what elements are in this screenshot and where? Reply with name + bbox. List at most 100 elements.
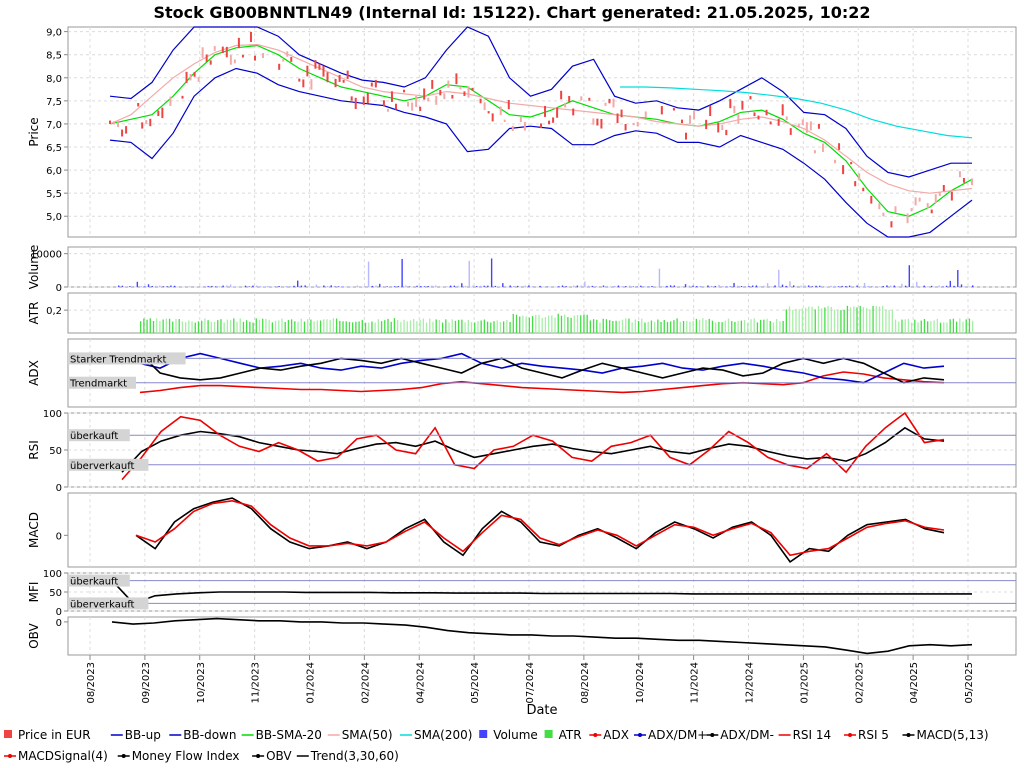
price-candle bbox=[926, 203, 929, 209]
atr-bar bbox=[419, 319, 421, 333]
atr-bar bbox=[808, 306, 810, 333]
atr-bar bbox=[143, 318, 145, 333]
volume-bar bbox=[792, 285, 795, 287]
atr-bar bbox=[152, 320, 155, 333]
price-candle bbox=[672, 108, 675, 111]
volume-bar bbox=[722, 286, 724, 287]
price-candle bbox=[149, 118, 152, 127]
atr-bar bbox=[853, 306, 855, 333]
atr-bar bbox=[525, 316, 527, 333]
volume-bar bbox=[837, 286, 840, 287]
volume-bar bbox=[949, 280, 952, 287]
volume-bar bbox=[785, 285, 787, 287]
price-candle bbox=[487, 111, 490, 114]
price-candle bbox=[394, 103, 397, 110]
atr-bar bbox=[242, 321, 245, 333]
price-candle bbox=[435, 96, 438, 105]
price-y-tick-label: 6,0 bbox=[46, 166, 62, 177]
price-candle bbox=[733, 105, 736, 114]
price-candle bbox=[608, 98, 611, 104]
price-candle bbox=[419, 106, 422, 111]
atr-bar bbox=[734, 321, 736, 333]
atr-bar bbox=[499, 321, 502, 333]
price-candle bbox=[801, 119, 804, 125]
price-candle bbox=[342, 79, 345, 83]
volume-bar bbox=[778, 269, 780, 287]
mfi-ref-label-bg bbox=[68, 574, 130, 587]
volume-bar bbox=[129, 286, 131, 287]
atr-bar bbox=[875, 306, 877, 333]
price-candle bbox=[511, 125, 514, 131]
atr-bar bbox=[522, 315, 524, 333]
price-candle bbox=[407, 102, 410, 107]
price-candle bbox=[962, 178, 965, 183]
legend-swatch-dot bbox=[121, 754, 126, 758]
atr-bar bbox=[262, 318, 264, 333]
volume-bar bbox=[416, 285, 418, 287]
price-candle bbox=[390, 91, 393, 102]
atr-bar bbox=[403, 319, 405, 333]
legend-swatch bbox=[4, 730, 12, 738]
atr-bar bbox=[959, 318, 961, 333]
atr-bar bbox=[474, 322, 476, 333]
volume-bar bbox=[800, 285, 802, 287]
volume-bar bbox=[524, 285, 526, 287]
atr-bar bbox=[268, 319, 270, 333]
price-candle bbox=[544, 105, 547, 117]
atr-bar bbox=[814, 309, 816, 333]
legend-item: RSI 5 bbox=[844, 728, 889, 742]
rsi-y-tick-label: 100 bbox=[43, 409, 62, 420]
price-candle bbox=[483, 102, 486, 111]
atr-bar bbox=[933, 320, 935, 333]
price-candle bbox=[286, 51, 289, 57]
macd-series-macdsignal-4- bbox=[135, 499, 945, 557]
atr-bar bbox=[480, 320, 482, 333]
atr-bar bbox=[670, 321, 672, 333]
atr-bar bbox=[644, 322, 646, 333]
atr-bar bbox=[172, 321, 174, 333]
atr-bar bbox=[294, 321, 296, 333]
price-candle bbox=[189, 73, 192, 81]
volume-bar bbox=[144, 286, 146, 287]
atr-bar bbox=[936, 318, 938, 333]
price-candle bbox=[366, 92, 369, 104]
atr-bar bbox=[666, 321, 669, 333]
volume-bar bbox=[904, 285, 907, 287]
atr-bar bbox=[634, 319, 637, 333]
atr-bar bbox=[207, 320, 209, 333]
volume-bar bbox=[490, 258, 493, 287]
volume-y-tick-label: 0 bbox=[56, 283, 62, 294]
volume-bar bbox=[666, 285, 668, 287]
mfi-ref-label-bg bbox=[68, 597, 149, 610]
atr-bar bbox=[743, 320, 746, 333]
atr-bar bbox=[615, 320, 617, 333]
price-candle bbox=[596, 118, 599, 126]
price-candle bbox=[237, 37, 240, 49]
price-candle bbox=[817, 124, 820, 129]
x-tick-label: 08/2023 bbox=[86, 662, 97, 704]
atr-bar bbox=[817, 305, 820, 333]
volume-bar bbox=[502, 283, 504, 287]
volume-bar bbox=[218, 286, 221, 287]
volume-bar bbox=[531, 286, 534, 287]
atr-bar bbox=[252, 322, 254, 333]
atr-bar bbox=[676, 318, 678, 333]
atr-bar bbox=[891, 309, 893, 333]
legend-label: RSI 14 bbox=[793, 728, 832, 742]
adx-ref-label: Trendmarkt bbox=[69, 379, 127, 390]
volume-bar bbox=[434, 285, 437, 287]
price-candle bbox=[221, 46, 224, 53]
volume-bar bbox=[487, 285, 489, 287]
price-candle bbox=[624, 123, 627, 131]
price-candle bbox=[644, 111, 647, 118]
volume-bar bbox=[841, 285, 843, 287]
atr-bar bbox=[409, 320, 412, 333]
atr-bar bbox=[763, 319, 765, 333]
obv-y-tick-label: 0 bbox=[56, 618, 62, 629]
price-candle bbox=[117, 122, 120, 128]
price-series-sma-50- bbox=[109, 43, 973, 194]
volume-bar bbox=[856, 285, 858, 287]
volume-bar bbox=[315, 284, 318, 287]
atr-bar bbox=[692, 320, 694, 333]
price-candle bbox=[241, 54, 244, 58]
